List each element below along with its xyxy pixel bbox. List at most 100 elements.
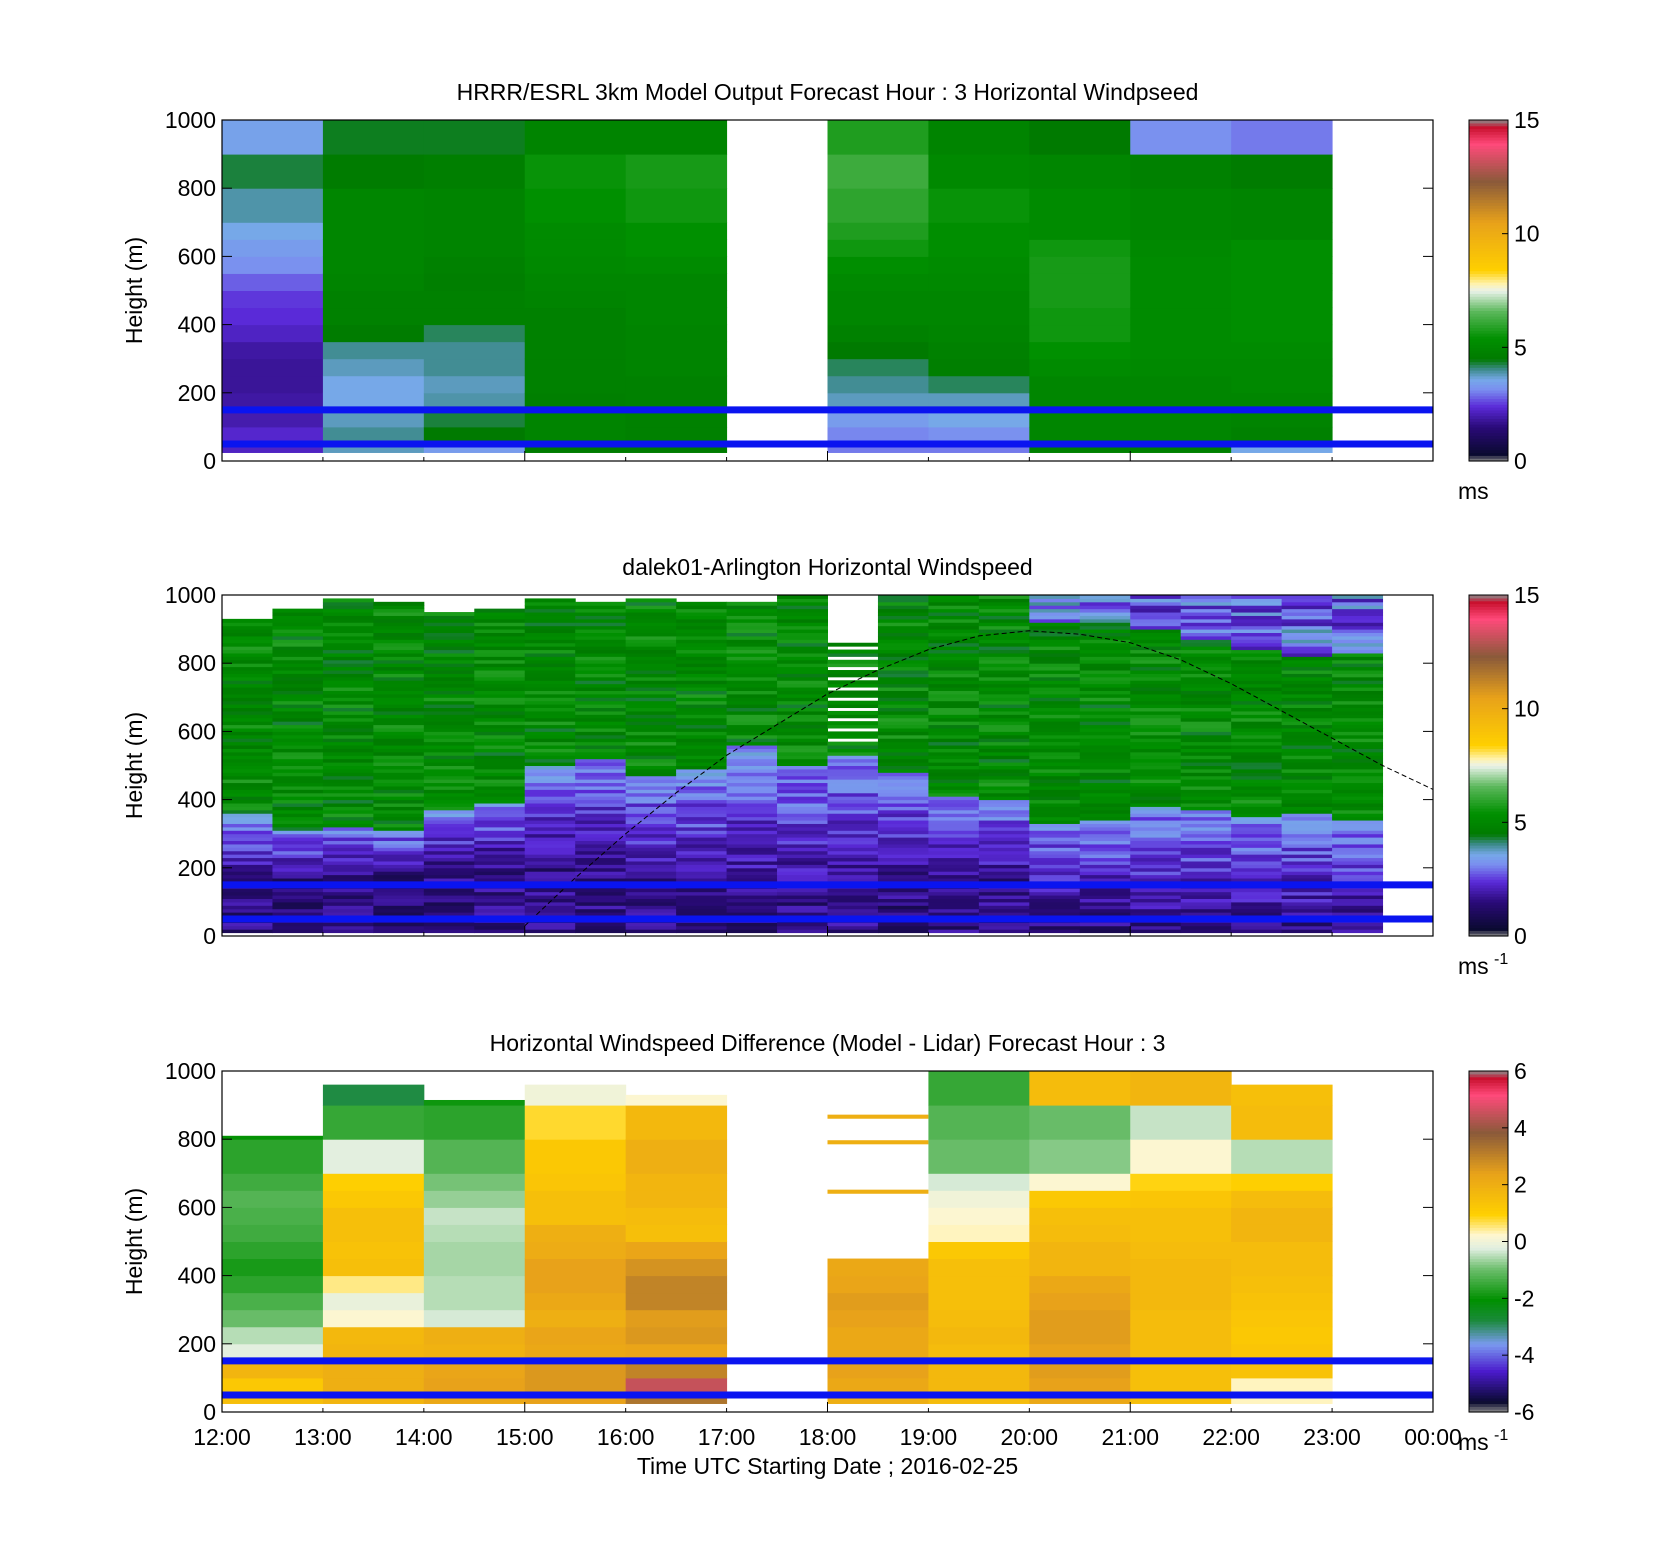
heatmap-cell <box>474 820 526 824</box>
heatmap-cell <box>322 1393 425 1404</box>
heatmap-cell <box>1332 912 1384 917</box>
heatmap-cell <box>524 1343 627 1362</box>
heatmap-cell <box>777 775 828 780</box>
heatmap-cell <box>1332 826 1384 831</box>
heatmap-cell <box>1281 704 1333 709</box>
heatmap-cell <box>1231 687 1283 691</box>
heatmap-cell <box>625 120 728 155</box>
heatmap-cell <box>625 789 677 794</box>
colorbar-swatch <box>1469 171 1508 175</box>
heatmap-cell <box>423 823 475 828</box>
heatmap-cell <box>777 779 828 784</box>
heatmap-cell <box>877 717 929 722</box>
heatmap-cell <box>575 864 627 869</box>
heatmap-cell <box>1029 1360 1131 1379</box>
heatmap-cell <box>625 1224 728 1242</box>
heatmap-cell <box>676 843 728 848</box>
heatmap-cell <box>524 1258 627 1277</box>
colorbar-swatch <box>1469 859 1508 863</box>
heatmap-cell <box>625 888 677 893</box>
heatmap-cell <box>676 864 728 869</box>
heatmap-cell <box>777 840 828 845</box>
heatmap-cell <box>1332 707 1384 712</box>
heatmap-cell <box>978 857 1030 862</box>
heatmap-cell <box>1332 659 1384 664</box>
heatmap-cell <box>524 905 576 910</box>
heatmap-cell <box>575 826 627 831</box>
heatmap-cell <box>1281 683 1333 688</box>
heatmap-cell <box>928 898 980 903</box>
heatmap-cell <box>322 1173 425 1191</box>
heatmap-cell <box>1231 854 1283 859</box>
heatmap-cell <box>1029 758 1081 763</box>
heatmap-cell <box>373 796 425 801</box>
heatmap-cell <box>1130 635 1182 640</box>
heatmap-cell <box>1281 785 1333 790</box>
heatmap-cell <box>222 710 273 715</box>
heatmap-cell <box>928 290 1030 309</box>
heatmap-cell <box>827 871 879 876</box>
heatmap-cell <box>726 925 778 930</box>
heatmap-cell <box>1281 912 1333 917</box>
colorbar-swatch <box>1469 202 1508 206</box>
heatmap-cell <box>1332 642 1384 647</box>
heatmap-cell <box>877 652 929 657</box>
heatmap-cell <box>625 635 677 640</box>
heatmap-cell <box>322 598 374 603</box>
heatmap-cell <box>1180 745 1232 749</box>
colorbar-swatch <box>1469 910 1508 914</box>
heatmap-cell <box>726 755 778 760</box>
heatmap-cell <box>222 860 273 865</box>
heatmap-cell <box>322 188 425 223</box>
heatmap-cell <box>625 840 677 845</box>
heatmap-cell <box>726 789 778 794</box>
heatmap-cell <box>272 714 324 719</box>
heatmap-cell <box>726 833 778 838</box>
heatmap-cell <box>928 864 980 869</box>
heatmap-cell <box>1180 823 1232 828</box>
heatmap-cell <box>1079 748 1131 753</box>
colorbar-swatch <box>1469 822 1508 826</box>
heatmap-cell <box>474 762 526 766</box>
heatmap-cell <box>928 673 980 678</box>
heatmap-cell <box>1029 850 1081 855</box>
colorbar-swatch <box>1469 290 1508 294</box>
heatmap-cell <box>1029 615 1081 620</box>
heatmap-cell <box>978 803 1030 807</box>
heatmap-cell <box>1029 738 1081 743</box>
heatmap-cell <box>877 693 929 698</box>
heatmap-cell <box>1281 922 1333 927</box>
heatmap-cell <box>928 768 980 773</box>
heatmap-cell <box>1079 857 1131 862</box>
heatmap-cell <box>1079 676 1131 681</box>
heatmap-cell <box>524 663 576 668</box>
heatmap-cell <box>676 663 728 668</box>
heatmap-cell <box>575 717 627 722</box>
heatmap-cell <box>222 426 324 443</box>
heatmap-cell <box>423 700 475 705</box>
heatmap-cell <box>1281 605 1333 610</box>
heatmap-cell <box>524 656 576 661</box>
heatmap-cell <box>322 687 374 691</box>
heatmap-cell <box>423 840 475 845</box>
heatmap-cell <box>222 779 273 784</box>
heatmap-cell <box>373 901 425 906</box>
heatmap-cell <box>1231 188 1333 223</box>
heatmap-cell <box>726 813 778 818</box>
heatmap-cell <box>373 731 425 736</box>
heatmap-cell <box>978 717 1030 722</box>
heatmap-cell <box>676 615 728 620</box>
colorbar-swatch <box>1469 1409 1508 1413</box>
colorbar-swatch <box>1469 375 1508 380</box>
heatmap-cell <box>1079 680 1131 685</box>
heatmap-cell <box>1130 1224 1232 1242</box>
colorbar-swatch <box>1469 1144 1508 1149</box>
colorbar-swatch <box>1469 839 1508 843</box>
heatmap-cell <box>423 1173 526 1191</box>
heatmap-cell <box>1130 697 1182 702</box>
colorbar-swatch <box>1469 876 1508 880</box>
heatmap-cell <box>222 256 324 274</box>
heatmap-cell <box>877 833 929 838</box>
heatmap-cell <box>1231 721 1283 726</box>
heatmap-cell <box>575 857 627 862</box>
